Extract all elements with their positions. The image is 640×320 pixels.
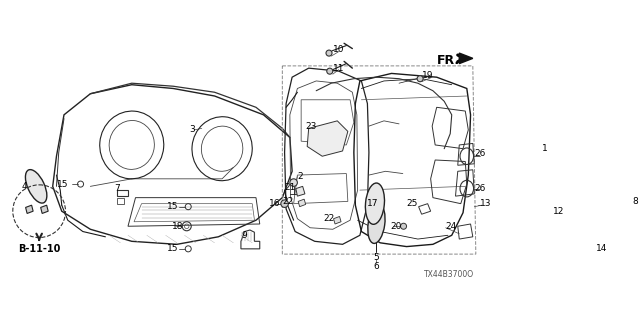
Text: 25: 25 (406, 199, 418, 208)
Polygon shape (460, 53, 473, 64)
Circle shape (326, 50, 332, 56)
Ellipse shape (368, 204, 385, 244)
Text: 5: 5 (374, 253, 380, 262)
Text: 10: 10 (333, 45, 344, 54)
Circle shape (547, 210, 552, 216)
Text: 7: 7 (115, 184, 120, 193)
Text: 23: 23 (305, 122, 316, 131)
Text: 2: 2 (298, 172, 303, 181)
Text: 1: 1 (542, 144, 548, 153)
Text: 26: 26 (474, 184, 486, 193)
Polygon shape (26, 205, 33, 213)
Text: 22: 22 (282, 197, 294, 206)
Text: FR.: FR. (436, 54, 460, 67)
Text: 9: 9 (241, 231, 246, 240)
Text: 15: 15 (167, 202, 179, 211)
Text: 16: 16 (269, 199, 280, 208)
Text: 20: 20 (390, 222, 401, 231)
Circle shape (401, 223, 406, 229)
FancyBboxPatch shape (563, 203, 630, 244)
Ellipse shape (26, 170, 47, 203)
Text: 4: 4 (21, 182, 27, 191)
Text: 15: 15 (167, 244, 179, 253)
Text: 11: 11 (333, 64, 344, 73)
Text: 21: 21 (285, 183, 296, 192)
Text: 24: 24 (445, 222, 457, 231)
Circle shape (290, 179, 298, 186)
Polygon shape (307, 121, 348, 156)
Text: TX44B3700O: TX44B3700O (424, 270, 474, 279)
Circle shape (327, 68, 333, 74)
Text: 18: 18 (172, 222, 183, 231)
Ellipse shape (365, 183, 385, 224)
Text: 3: 3 (189, 125, 195, 134)
Text: 19: 19 (422, 71, 433, 80)
Circle shape (281, 200, 289, 207)
Text: B-11-10: B-11-10 (18, 244, 60, 254)
Polygon shape (41, 205, 48, 213)
Text: 14: 14 (596, 244, 607, 253)
Polygon shape (296, 186, 305, 196)
Text: 22: 22 (324, 214, 335, 223)
Text: 6: 6 (374, 262, 380, 271)
Polygon shape (333, 216, 341, 224)
Text: 13: 13 (481, 199, 492, 208)
Text: 12: 12 (554, 207, 564, 216)
Text: 8: 8 (632, 197, 638, 206)
Polygon shape (572, 241, 588, 249)
Polygon shape (298, 199, 306, 207)
Text: 15: 15 (57, 180, 68, 188)
Text: 17: 17 (367, 199, 378, 208)
Circle shape (417, 76, 423, 82)
Text: 26: 26 (474, 149, 486, 158)
